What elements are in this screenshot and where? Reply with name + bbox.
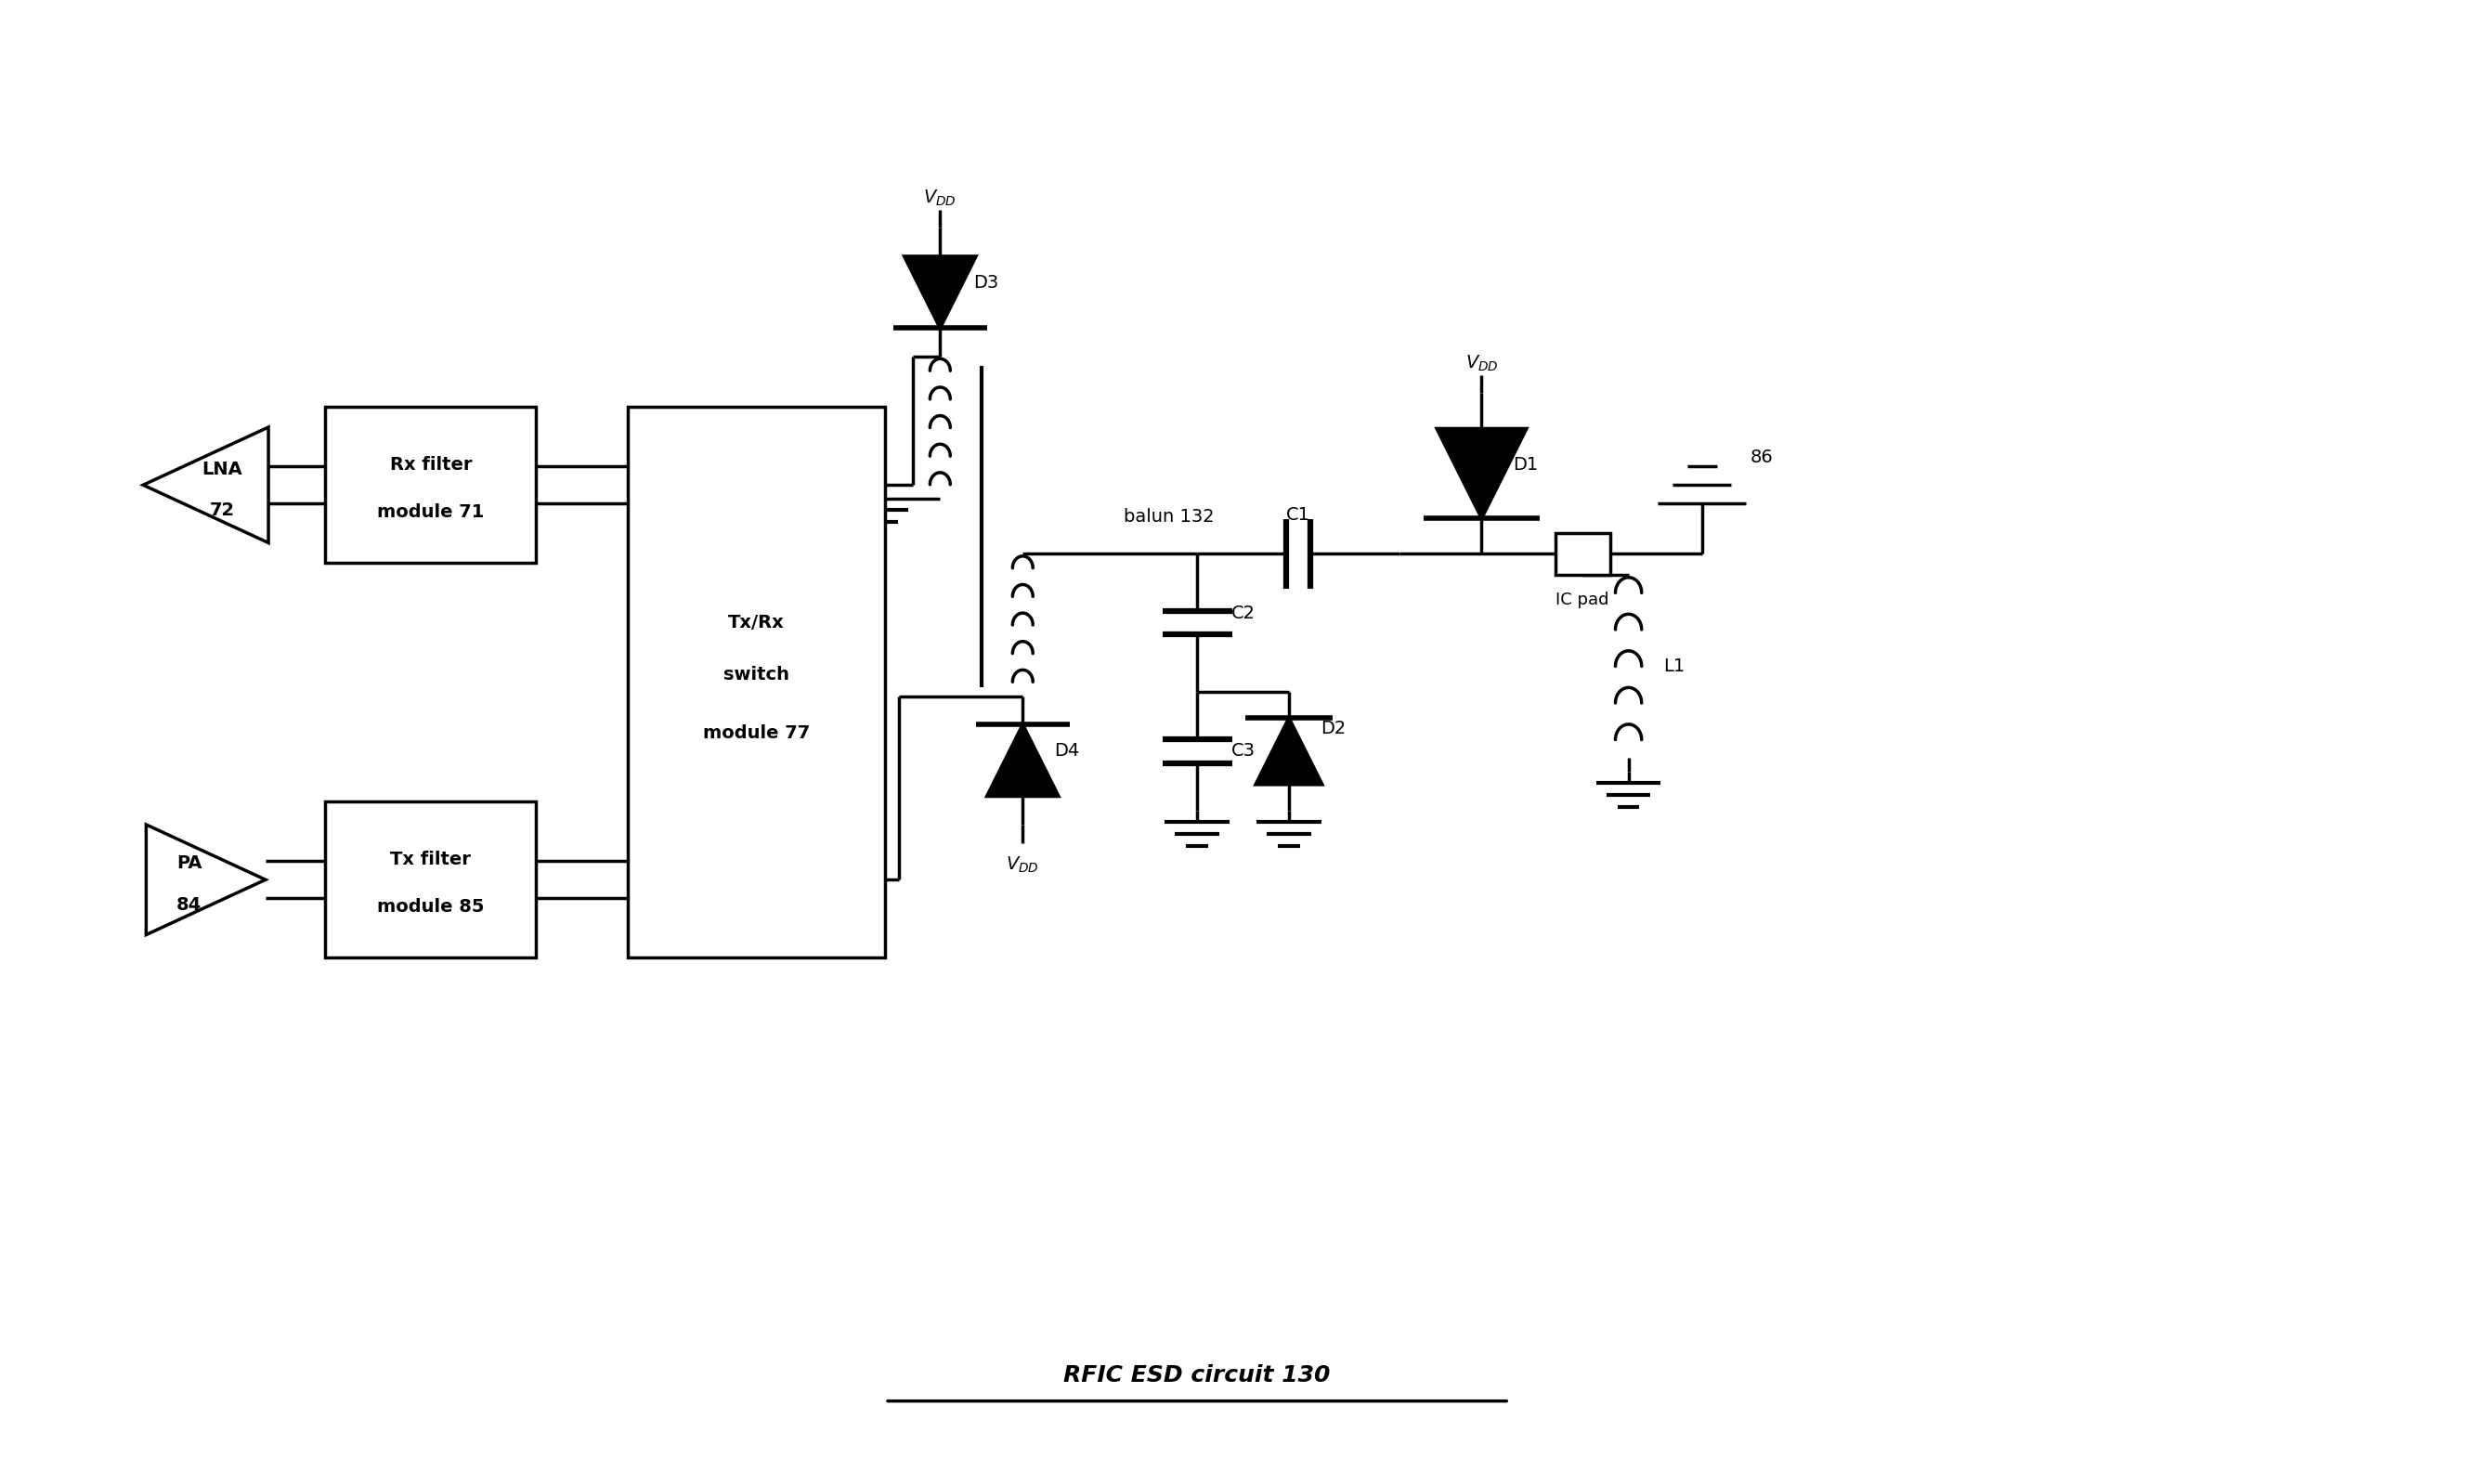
Text: D4: D4 <box>1054 742 1079 760</box>
Text: C1: C1 <box>1285 506 1310 524</box>
Polygon shape <box>1437 429 1526 518</box>
Text: C2: C2 <box>1231 604 1255 622</box>
Polygon shape <box>1255 718 1323 785</box>
Text: C3: C3 <box>1231 742 1255 760</box>
Text: PA: PA <box>177 855 201 873</box>
Polygon shape <box>144 427 268 543</box>
Text: IC pad: IC pad <box>1556 591 1608 608</box>
Bar <box>1556 533 1611 574</box>
Text: Rx filter: Rx filter <box>390 456 472 473</box>
Bar <box>326 801 537 957</box>
Text: $V_{DD}$: $V_{DD}$ <box>922 188 957 208</box>
Text: switch: switch <box>723 666 791 684</box>
Text: D3: D3 <box>975 275 999 292</box>
Text: 72: 72 <box>209 502 234 519</box>
Text: $V_{DD}$: $V_{DD}$ <box>1007 855 1039 876</box>
Text: Tx/Rx: Tx/Rx <box>728 614 786 632</box>
Text: $V_{DD}$: $V_{DD}$ <box>1464 353 1499 372</box>
Text: Tx filter: Tx filter <box>390 850 470 868</box>
Bar <box>629 407 885 957</box>
Text: LNA: LNA <box>201 460 244 478</box>
Text: balun 132: balun 132 <box>1124 509 1213 525</box>
Polygon shape <box>987 724 1059 797</box>
Polygon shape <box>905 257 977 328</box>
Text: 86: 86 <box>1750 448 1773 466</box>
Text: module 85: module 85 <box>378 898 485 916</box>
Text: L1: L1 <box>1663 657 1686 675</box>
Text: module 71: module 71 <box>378 503 485 521</box>
Text: D1: D1 <box>1514 456 1539 473</box>
Text: D2: D2 <box>1320 720 1345 738</box>
Text: module 77: module 77 <box>704 724 810 742</box>
Polygon shape <box>147 825 266 935</box>
Text: 84: 84 <box>177 896 201 914</box>
Bar <box>326 407 537 562</box>
Text: RFIC ESD circuit 130: RFIC ESD circuit 130 <box>1064 1364 1330 1386</box>
